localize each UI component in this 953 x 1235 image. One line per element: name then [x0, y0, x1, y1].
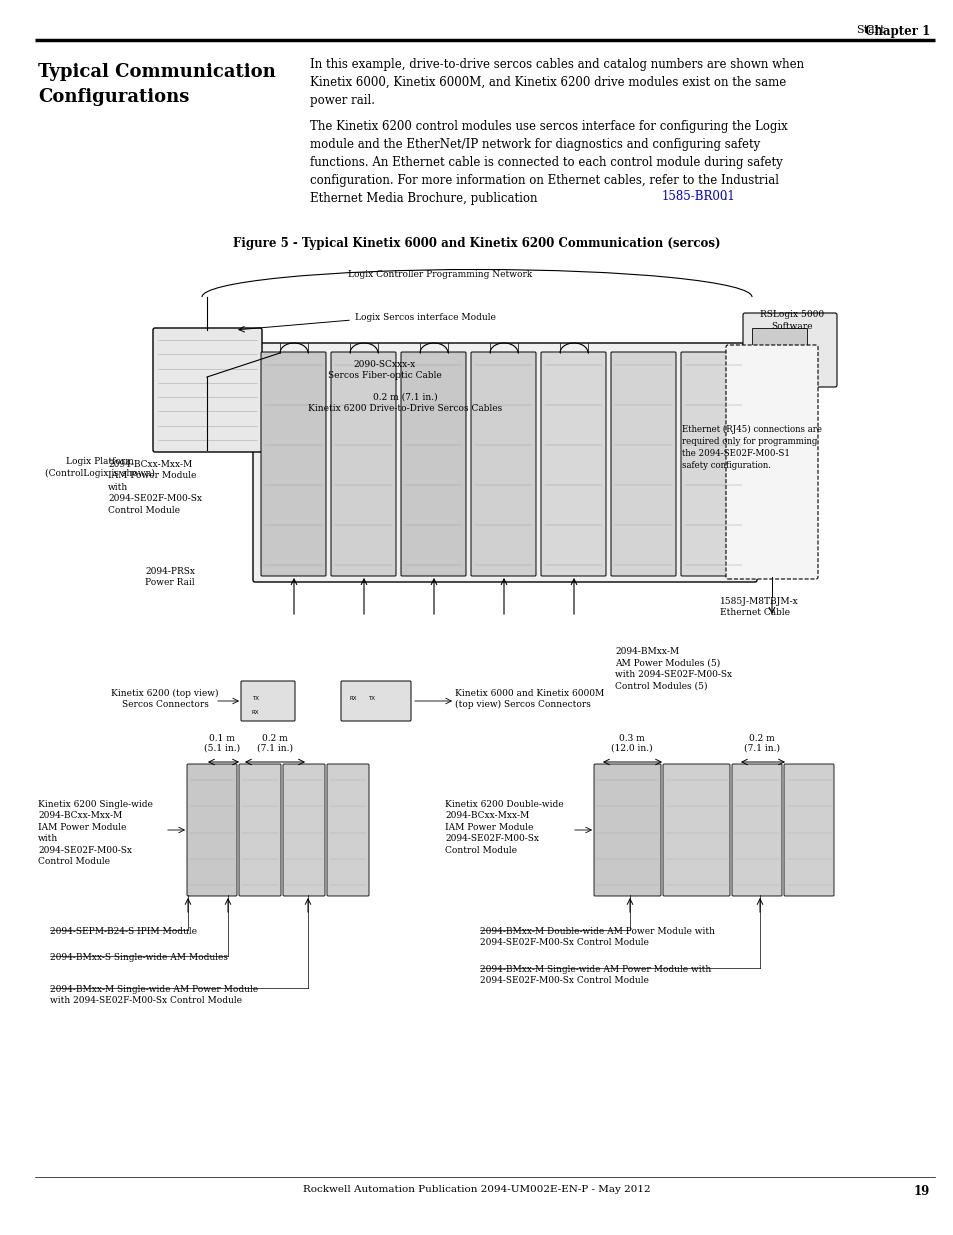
FancyBboxPatch shape — [327, 764, 369, 897]
Text: 2094-BCxx-Mxx-M
IAM Power Module
with
2094-SE02F-M00-Sx
Control Module: 2094-BCxx-Mxx-M IAM Power Module with 20… — [108, 459, 202, 515]
FancyBboxPatch shape — [610, 352, 676, 576]
Text: Logix Platform
(ControlLogix is shown): Logix Platform (ControlLogix is shown) — [45, 457, 154, 478]
FancyBboxPatch shape — [241, 680, 294, 721]
Text: 0.1 m
(5.1 in.): 0.1 m (5.1 in.) — [204, 734, 240, 753]
FancyBboxPatch shape — [783, 764, 833, 897]
Text: Ethernet (RJ45) connections are
required only for programming
the 2094-SE02F-M00: Ethernet (RJ45) connections are required… — [681, 425, 821, 469]
FancyBboxPatch shape — [340, 680, 411, 721]
Text: Typical Communication: Typical Communication — [38, 63, 275, 82]
FancyBboxPatch shape — [152, 329, 262, 452]
Text: 0.2 m
(7.1 in.): 0.2 m (7.1 in.) — [256, 734, 293, 753]
FancyBboxPatch shape — [540, 352, 605, 576]
FancyBboxPatch shape — [594, 764, 660, 897]
FancyBboxPatch shape — [680, 352, 745, 576]
Text: Rockwell Automation Publication 2094-UM002E-EN-P - May 2012: Rockwell Automation Publication 2094-UM0… — [303, 1186, 650, 1194]
Text: RSLogix 5000
Software: RSLogix 5000 Software — [760, 310, 823, 331]
Text: 1585J-M8TBJM-x
Ethernet Cable: 1585J-M8TBJM-x Ethernet Cable — [720, 597, 798, 618]
Text: 2094-SEPM-B24-S IPIM Module: 2094-SEPM-B24-S IPIM Module — [50, 927, 196, 936]
Text: Logix Sercos interface Module: Logix Sercos interface Module — [355, 312, 496, 322]
FancyBboxPatch shape — [239, 764, 281, 897]
Text: .: . — [723, 190, 727, 204]
Text: 2094-PRSx
Power Rail: 2094-PRSx Power Rail — [145, 567, 194, 587]
Text: RX: RX — [252, 709, 259, 715]
Text: RX: RX — [350, 697, 357, 701]
Text: 2094-BMxx-M Double-wide AM Power Module with
2094-SE02F-M00-Sx Control Module: 2094-BMxx-M Double-wide AM Power Module … — [479, 927, 714, 947]
FancyBboxPatch shape — [253, 343, 757, 582]
FancyBboxPatch shape — [283, 764, 325, 897]
Text: Chapter 1: Chapter 1 — [863, 25, 929, 38]
Text: TX: TX — [252, 697, 258, 701]
Text: Kinetix 6200 Single-wide
2094-BCxx-Mxx-M
IAM Power Module
with
2094-SE02F-M00-Sx: Kinetix 6200 Single-wide 2094-BCxx-Mxx-M… — [38, 800, 152, 866]
FancyBboxPatch shape — [725, 345, 817, 579]
Text: 19: 19 — [913, 1186, 929, 1198]
Text: Kinetix 6000 and Kinetix 6000M
(top view) Sercos Connectors: Kinetix 6000 and Kinetix 6000M (top view… — [455, 689, 603, 709]
Text: 0.2 m (7.1 in.)
Kinetix 6200 Drive-to-Drive Sercos Cables: 0.2 m (7.1 in.) Kinetix 6200 Drive-to-Dr… — [308, 393, 501, 412]
FancyBboxPatch shape — [400, 352, 465, 576]
Text: Figure 5 - Typical Kinetix 6000 and Kinetix 6200 Communication (sercos): Figure 5 - Typical Kinetix 6000 and Kine… — [233, 237, 720, 249]
Bar — [751, 329, 806, 373]
Text: 2094-BMxx-M
AM Power Modules (5)
with 2094-SE02F-M00-Sx
Control Modules (5): 2094-BMxx-M AM Power Modules (5) with 20… — [615, 647, 731, 690]
Text: 0.3 m
(12.0 in.): 0.3 m (12.0 in.) — [611, 734, 652, 753]
Text: Kinetix 6200 (top view)
Sercos Connectors: Kinetix 6200 (top view) Sercos Connector… — [112, 689, 218, 709]
Text: Kinetix 6200 Double-wide
2094-BCxx-Mxx-M
IAM Power Module
2094-SE02F-M00-Sx
Cont: Kinetix 6200 Double-wide 2094-BCxx-Mxx-M… — [444, 800, 563, 855]
Text: 2094-BMxx-M Single-wide AM Power Module with
2094-SE02F-M00-Sx Control Module: 2094-BMxx-M Single-wide AM Power Module … — [479, 965, 711, 986]
Text: The Kinetix 6200 control modules use sercos interface for configuring the Logix
: The Kinetix 6200 control modules use ser… — [310, 120, 787, 205]
Text: 2094-BMxx-M Single-wide AM Power Module
with 2094-SE02F-M00-Sx Control Module: 2094-BMxx-M Single-wide AM Power Module … — [50, 986, 258, 1005]
Text: TX: TX — [368, 697, 375, 701]
FancyBboxPatch shape — [331, 352, 395, 576]
FancyBboxPatch shape — [662, 764, 729, 897]
FancyBboxPatch shape — [731, 764, 781, 897]
FancyBboxPatch shape — [471, 352, 536, 576]
FancyBboxPatch shape — [261, 352, 326, 576]
FancyBboxPatch shape — [742, 312, 836, 387]
Text: 2094-BMxx-S Single-wide AM Modules: 2094-BMxx-S Single-wide AM Modules — [50, 953, 228, 962]
Text: Configurations: Configurations — [38, 88, 190, 106]
Text: In this example, drive-to-drive sercos cables and catalog numbers are shown when: In this example, drive-to-drive sercos c… — [310, 58, 803, 107]
Text: 0.2 m
(7.1 in.): 0.2 m (7.1 in.) — [743, 734, 780, 753]
Text: Start: Start — [856, 25, 884, 35]
Text: 2090-SCxxx-x
Sercos Fiber-optic Cable: 2090-SCxxx-x Sercos Fiber-optic Cable — [328, 359, 441, 380]
FancyBboxPatch shape — [187, 764, 236, 897]
Text: Logix Controller Programming Network: Logix Controller Programming Network — [348, 270, 532, 279]
Text: 1585-BR001: 1585-BR001 — [661, 190, 735, 204]
